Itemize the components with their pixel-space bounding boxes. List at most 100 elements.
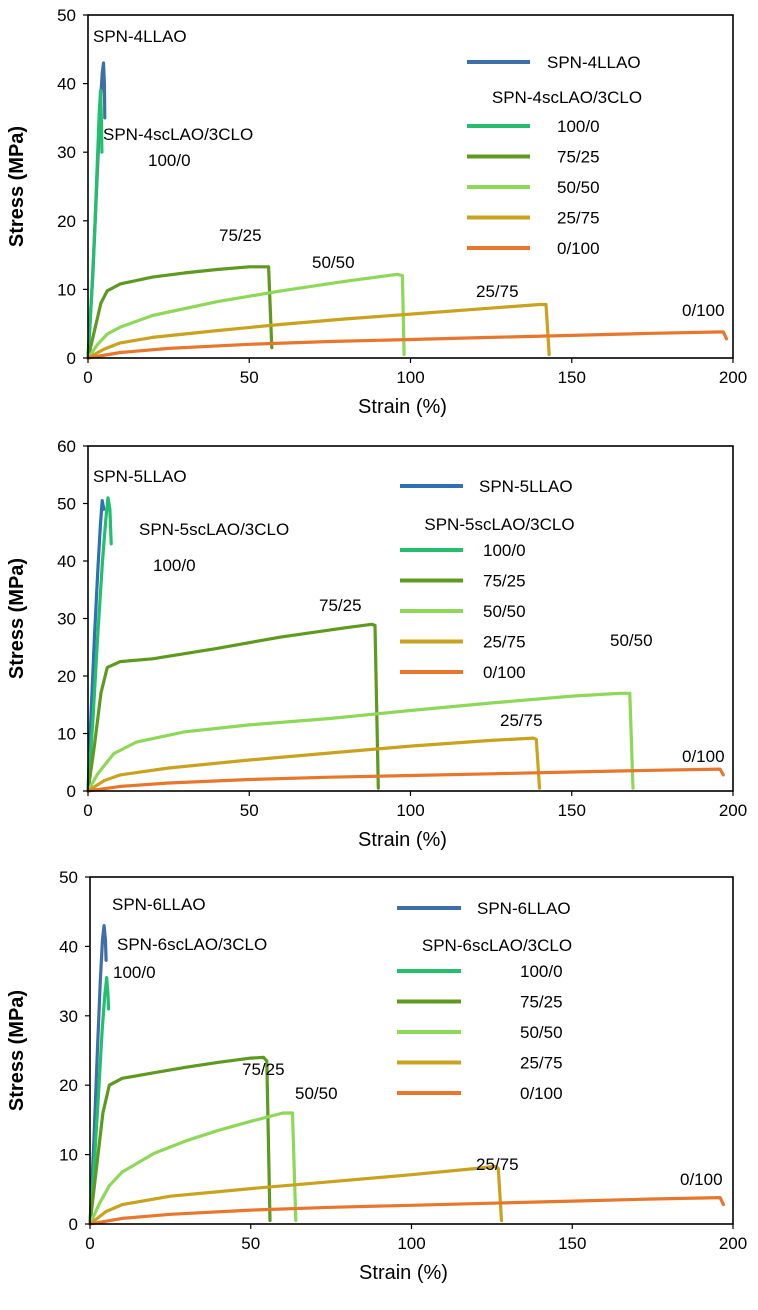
- legend-entry: 25/75: [557, 209, 600, 228]
- annotation-label: 50/50: [312, 253, 355, 272]
- y-tick-label: 20: [59, 1076, 78, 1095]
- y-tick-label: 50: [57, 6, 76, 25]
- annotation-label: SPN-6scLAO/3CLO: [117, 935, 267, 954]
- x-tick-label: 0: [83, 368, 92, 387]
- legend-subtitle: SPN-6scLAO/3CLO: [422, 936, 572, 955]
- y-tick-label: 40: [57, 75, 76, 94]
- annotation-label: 25/75: [476, 1155, 519, 1174]
- legend-title: SPN-4LLAO: [547, 53, 641, 72]
- series-line-75-25: [86, 265, 274, 360]
- legend: SPN-4LLAO SPN-4scLAO/3CLO 100/0 75/25 50/50 2…: [467, 53, 642, 258]
- series-line-25-75: [86, 302, 551, 360]
- y-tick-label: 0: [67, 782, 76, 801]
- series-line-50-50: [86, 272, 406, 360]
- x-tick-label: 100: [397, 1234, 425, 1253]
- legend-entry: 0/100: [557, 239, 600, 258]
- x-tick-label: 100: [396, 368, 424, 387]
- x-tick-label: 50: [240, 368, 259, 387]
- x-tick-label: 150: [558, 801, 586, 820]
- legend-entry: 75/25: [557, 148, 600, 167]
- x-axis-title: Strain (%): [359, 1262, 448, 1284]
- annotation-label: SPN-4scLAO/3CLO: [103, 125, 253, 144]
- annotation-label: 25/75: [500, 711, 543, 730]
- x-tick-label: 200: [719, 368, 747, 387]
- annotation-label: 100/0: [148, 151, 191, 170]
- series-line-25-75: [88, 1164, 504, 1226]
- legend-entry: 50/50: [520, 1023, 563, 1042]
- y-tick-label: 10: [59, 1146, 78, 1165]
- x-tick-label: 150: [558, 368, 586, 387]
- y-tick-label: 30: [57, 143, 76, 162]
- y-tick-label: 40: [57, 552, 76, 571]
- chart-1: 0 50 100 150 200 0 10 20 30 40 50 Strain (%) Stress …: [6, 6, 747, 418]
- series-line-spn-6llao: [88, 924, 108, 1226]
- chart-3: 0 50 100 150 200 0 10 20 30 40 50 Strain (%) Stress …: [6, 868, 747, 1284]
- x-tick-label: 0: [83, 801, 92, 820]
- y-tick-label: 0: [67, 349, 76, 368]
- legend-title: SPN-5LLAO: [479, 477, 573, 496]
- series-line-50-50: [88, 1111, 298, 1226]
- y-tick-label: 40: [59, 937, 78, 956]
- y-tick-label: 10: [57, 725, 76, 744]
- legend-subtitle: SPN-4scLAO/3CLO: [492, 88, 642, 107]
- y-axis-title: Stress (MPa): [6, 558, 28, 679]
- series-line-spn-5llao: [86, 499, 106, 793]
- series-line-0-100: [86, 330, 729, 360]
- legend-entry: 0/100: [520, 1084, 563, 1103]
- y-tick-label: 50: [57, 495, 76, 514]
- series-line-100-0: [88, 976, 111, 1226]
- annotation-label: SPN-4LLAO: [93, 27, 187, 46]
- y-tick-label: 30: [57, 610, 76, 629]
- annotation-label: 50/50: [295, 1084, 338, 1103]
- legend-title: SPN-6LLAO: [477, 899, 571, 918]
- legend-entry: 50/50: [557, 178, 600, 197]
- series-line-100-0: [86, 88, 104, 360]
- series-line-25-75: [86, 736, 542, 793]
- legend-entry: 25/75: [520, 1054, 563, 1073]
- y-tick-label: 30: [59, 1007, 78, 1026]
- legend: SPN-5LLAO SPN-5scLAO/3CLO 100/0 75/25 50/50 2…: [400, 477, 575, 682]
- annotation-label: 100/0: [113, 963, 156, 982]
- x-tick-label: 150: [558, 1234, 586, 1253]
- y-tick-label: 50: [59, 868, 78, 887]
- x-tick-label: 0: [85, 1234, 94, 1253]
- y-tick-label: 20: [57, 667, 76, 686]
- legend: SPN-6LLAO SPN-6scLAO/3CLO 100/0 75/25 50/50 2…: [397, 899, 572, 1103]
- legend-entry: 100/0: [520, 962, 563, 981]
- annotation-label: 100/0: [153, 556, 196, 575]
- annotation-label: 0/100: [680, 1170, 723, 1189]
- legend-entry: 0/100: [483, 663, 526, 682]
- legend-entry: 100/0: [557, 117, 600, 136]
- legend-entry: 75/25: [520, 993, 563, 1012]
- x-axis-title: Strain (%): [358, 396, 447, 418]
- y-tick-label: 60: [57, 437, 76, 456]
- legend-entry: 25/75: [483, 633, 526, 652]
- plot-frame: [89, 876, 734, 1225]
- chart-2: 0 50 100 150 200 0 10 20 30 40 50 60 Strain (%) Stres…: [6, 437, 747, 851]
- series-line-50-50: [86, 691, 635, 793]
- annotation-label: 50/50: [610, 631, 653, 650]
- legend-entry: 75/25: [483, 572, 526, 591]
- y-axis-title: Stress (MPa): [6, 990, 28, 1111]
- annotation-label: 75/25: [219, 226, 262, 245]
- plot-frame: [87, 445, 734, 792]
- series-line-100-0: [86, 496, 113, 793]
- annotation-label: 0/100: [682, 747, 725, 766]
- annotation-label: 0/100: [682, 301, 725, 320]
- x-tick-label: 100: [396, 801, 424, 820]
- x-tick-label: 200: [719, 801, 747, 820]
- annotation-label: 75/25: [242, 1060, 285, 1079]
- series-line-75-25: [86, 622, 380, 793]
- y-tick-label: 20: [57, 212, 76, 231]
- annotation-label: 75/25: [319, 596, 362, 615]
- annotation-label: SPN-5scLAO/3CLO: [139, 520, 289, 539]
- series-line-75-25: [88, 1055, 272, 1226]
- x-tick-label: 50: [241, 1234, 260, 1253]
- legend-entry: 100/0: [483, 541, 526, 560]
- legend-entry: 50/50: [483, 602, 526, 621]
- annotation-label: SPN-5LLAO: [93, 467, 187, 486]
- x-tick-label: 200: [719, 1234, 747, 1253]
- annotation-label: 25/75: [476, 282, 519, 301]
- annotation-label: SPN-6LLAO: [112, 895, 206, 914]
